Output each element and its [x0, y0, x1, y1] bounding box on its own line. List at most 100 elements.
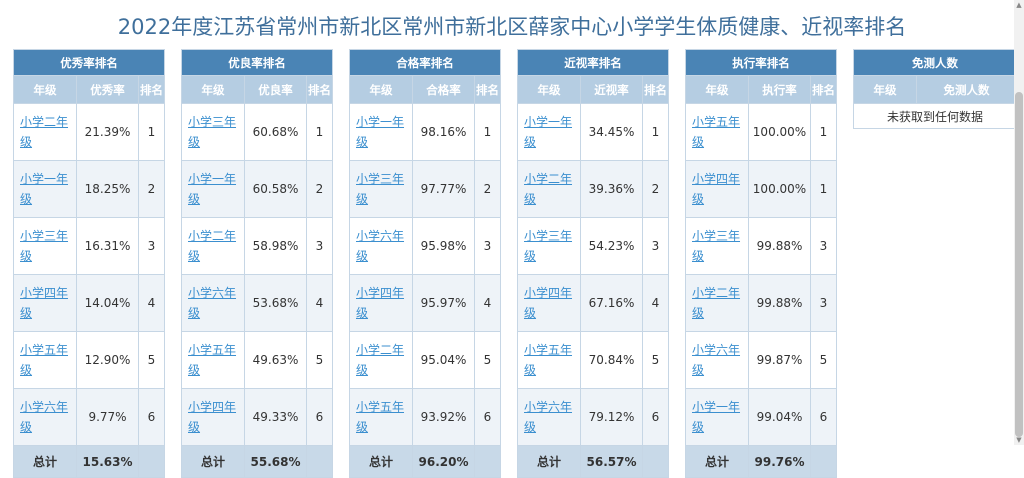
rank-value: 3 [642, 217, 669, 275]
table-group-title: 优秀率排名 [13, 49, 165, 76]
rank-value: 4 [642, 274, 669, 332]
grade-link[interactable]: 小学四年级 [524, 286, 573, 320]
grade-link[interactable]: 小学二年级 [692, 286, 741, 320]
grade-link[interactable]: 小学五年级 [188, 343, 237, 377]
rank-value: 1 [138, 103, 165, 161]
table-group-title: 合格率排名 [349, 49, 501, 76]
total-rank-empty [306, 445, 333, 478]
grade-link[interactable]: 小学一年级 [20, 172, 69, 206]
grade-link[interactable]: 小学五年级 [20, 343, 69, 377]
total-value: 96.20% [412, 445, 475, 478]
rate-value: 16.31% [76, 217, 139, 275]
rate-value: 99.87% [748, 331, 811, 389]
rank-value: 3 [810, 274, 837, 332]
rank-value: 4 [138, 274, 165, 332]
grade-link[interactable]: 小学四年级 [356, 286, 405, 320]
grade-link[interactable]: 小学一年级 [692, 400, 741, 434]
empty-row: 未获取到任何数据 [853, 103, 1017, 129]
exempt-count-table: 免测人数 年级 免测人数 未获取到任何数据 [853, 49, 1017, 129]
rate-value: 58.98% [244, 217, 307, 275]
no-data-message: 未获取到任何数据 [853, 103, 1017, 129]
rate-value: 95.04% [412, 331, 475, 389]
rate-value: 54.23% [580, 217, 643, 275]
rate-value: 99.88% [748, 217, 811, 275]
rate-value: 49.33% [244, 388, 307, 446]
grade-column-header: 年级 [685, 75, 749, 104]
grade-link[interactable]: 小学六年级 [524, 400, 573, 434]
table-row: 小学六年级 9.77% 6 [13, 388, 165, 446]
grade-link[interactable]: 小学一年级 [356, 115, 405, 149]
grade-link[interactable]: 小学三年级 [188, 115, 237, 149]
grade-column-header: 年级 [13, 75, 77, 104]
rate-value: 9.77% [76, 388, 139, 446]
total-row: 总计 99.76% [685, 445, 837, 478]
grade-link[interactable]: 小学六年级 [188, 286, 237, 320]
grade-link[interactable]: 小学二年级 [20, 115, 69, 149]
table-row: 小学五年级 93.92% 6 [349, 388, 501, 446]
table-row: 小学五年级 70.84% 5 [517, 331, 669, 389]
grade-link[interactable]: 小学六年级 [20, 400, 69, 434]
grade-link[interactable]: 小学四年级 [692, 172, 741, 206]
grade-link[interactable]: 小学三年级 [692, 229, 741, 263]
vertical-scrollbar[interactable]: ▲ ▼ [1014, 0, 1024, 445]
grade-link[interactable]: 小学五年级 [692, 115, 741, 149]
table-group-title: 优良率排名 [181, 49, 333, 76]
total-value: 99.76% [748, 445, 811, 478]
rate-value: 49.63% [244, 331, 307, 389]
grade-column-header: 年级 [517, 75, 581, 104]
total-label: 总计 [517, 445, 581, 478]
rate-value: 93.92% [412, 388, 475, 446]
total-rank-empty [810, 445, 837, 478]
grade-link[interactable]: 小学三年级 [356, 172, 405, 206]
grade-link[interactable]: 小学一年级 [524, 115, 573, 149]
rank-value: 3 [474, 217, 501, 275]
rank-value: 3 [138, 217, 165, 275]
grade-link[interactable]: 小学二年级 [524, 172, 573, 206]
grade-link[interactable]: 小学二年级 [356, 343, 405, 377]
table-row: 小学三年级 60.68% 1 [181, 103, 333, 161]
rate-value: 95.98% [412, 217, 475, 275]
myopia-rate-table: 近视率排名 年级 近视率 排名 小学一年级 34.45% 1 小学二年级 39.… [517, 49, 669, 478]
panel-pass-rate: 合格率排名 年级 合格率 排名 小学一年级 98.16% 1 小学三年级 97.… [349, 49, 501, 478]
rate-value: 34.45% [580, 103, 643, 161]
table-row: 小学二年级 21.39% 1 [13, 103, 165, 161]
rank-value: 1 [810, 103, 837, 161]
table-row: 小学三年级 99.88% 3 [685, 217, 837, 275]
grade-link[interactable]: 小学五年级 [524, 343, 573, 377]
table-row: 小学六年级 99.87% 5 [685, 331, 837, 389]
total-label: 总计 [13, 445, 77, 478]
total-row: 总计 56.57% [517, 445, 669, 478]
rate-value: 98.16% [412, 103, 475, 161]
grade-link[interactable]: 小学五年级 [356, 400, 405, 434]
grade-column-header: 年级 [853, 75, 917, 104]
table-row: 小学四年级 49.33% 6 [181, 388, 333, 446]
rate-value: 99.88% [748, 274, 811, 332]
table-row: 小学五年级 100.00% 1 [685, 103, 837, 161]
table-row: 小学六年级 79.12% 6 [517, 388, 669, 446]
rank-value: 3 [306, 217, 333, 275]
grade-link[interactable]: 小学三年级 [20, 229, 69, 263]
scroll-down-icon[interactable]: ▼ [1016, 436, 1022, 444]
rate-value: 60.68% [244, 103, 307, 161]
table-row: 小学三年级 54.23% 3 [517, 217, 669, 275]
table-group-title: 近视率排名 [517, 49, 669, 76]
total-value: 55.68% [244, 445, 307, 478]
grade-link[interactable]: 小学六年级 [356, 229, 405, 263]
rank-value: 6 [642, 388, 669, 446]
scrollbar-thumb[interactable] [1015, 92, 1023, 437]
rate-value: 100.00% [748, 103, 811, 161]
grade-link[interactable]: 小学二年级 [188, 229, 237, 263]
rank-value: 1 [474, 103, 501, 161]
grade-link[interactable]: 小学一年级 [188, 172, 237, 206]
panel-execution-rate: 执行率排名 年级 执行率 排名 小学五年级 100.00% 1 小学四年级 10… [685, 49, 837, 478]
grade-link[interactable]: 小学四年级 [20, 286, 69, 320]
grade-link[interactable]: 小学四年级 [188, 400, 237, 434]
grade-link[interactable]: 小学三年级 [524, 229, 573, 263]
rank-value: 6 [138, 388, 165, 446]
rank-value: 5 [474, 331, 501, 389]
rate-value: 67.16% [580, 274, 643, 332]
grade-link[interactable]: 小学六年级 [692, 343, 741, 377]
scroll-up-icon[interactable]: ▲ [1016, 1, 1022, 9]
rank-value: 6 [810, 388, 837, 446]
value-column-header: 合格率 [412, 75, 475, 104]
